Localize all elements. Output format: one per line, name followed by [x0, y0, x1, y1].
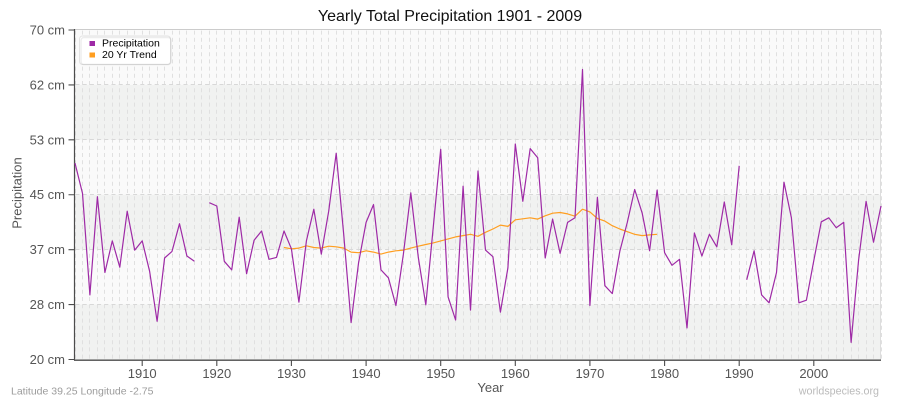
svg-text:1980: 1980	[650, 366, 679, 381]
svg-text:Year: Year	[477, 380, 504, 395]
svg-text:Precipitation: Precipitation	[10, 157, 25, 229]
svg-text:70 cm: 70 cm	[30, 23, 65, 38]
svg-text:1970: 1970	[575, 366, 604, 381]
svg-text:1940: 1940	[352, 366, 381, 381]
svg-text:45 cm: 45 cm	[30, 187, 65, 202]
svg-text:20 cm: 20 cm	[30, 352, 65, 367]
svg-text:1950: 1950	[426, 366, 455, 381]
svg-text:1920: 1920	[202, 366, 231, 381]
svg-text:1930: 1930	[277, 366, 306, 381]
svg-text:Precipitation: Precipitation	[102, 38, 160, 50]
svg-text:62 cm: 62 cm	[30, 77, 65, 92]
svg-text:worldspecies.org: worldspecies.org	[798, 386, 879, 398]
svg-text:53 cm: 53 cm	[30, 132, 65, 147]
svg-text:1990: 1990	[725, 366, 754, 381]
svg-text:37 cm: 37 cm	[30, 242, 65, 257]
svg-text:2000: 2000	[799, 366, 828, 381]
svg-text:Latitude 39.25 Longitude -2.75: Latitude 39.25 Longitude -2.75	[11, 385, 154, 397]
svg-text:28 cm: 28 cm	[30, 297, 65, 312]
svg-text:1910: 1910	[128, 366, 157, 381]
svg-text:20 Yr Trend: 20 Yr Trend	[102, 49, 157, 61]
svg-text:1960: 1960	[501, 366, 530, 381]
svg-text:Yearly Total Precipitation 190: Yearly Total Precipitation 1901 - 2009	[318, 8, 582, 25]
